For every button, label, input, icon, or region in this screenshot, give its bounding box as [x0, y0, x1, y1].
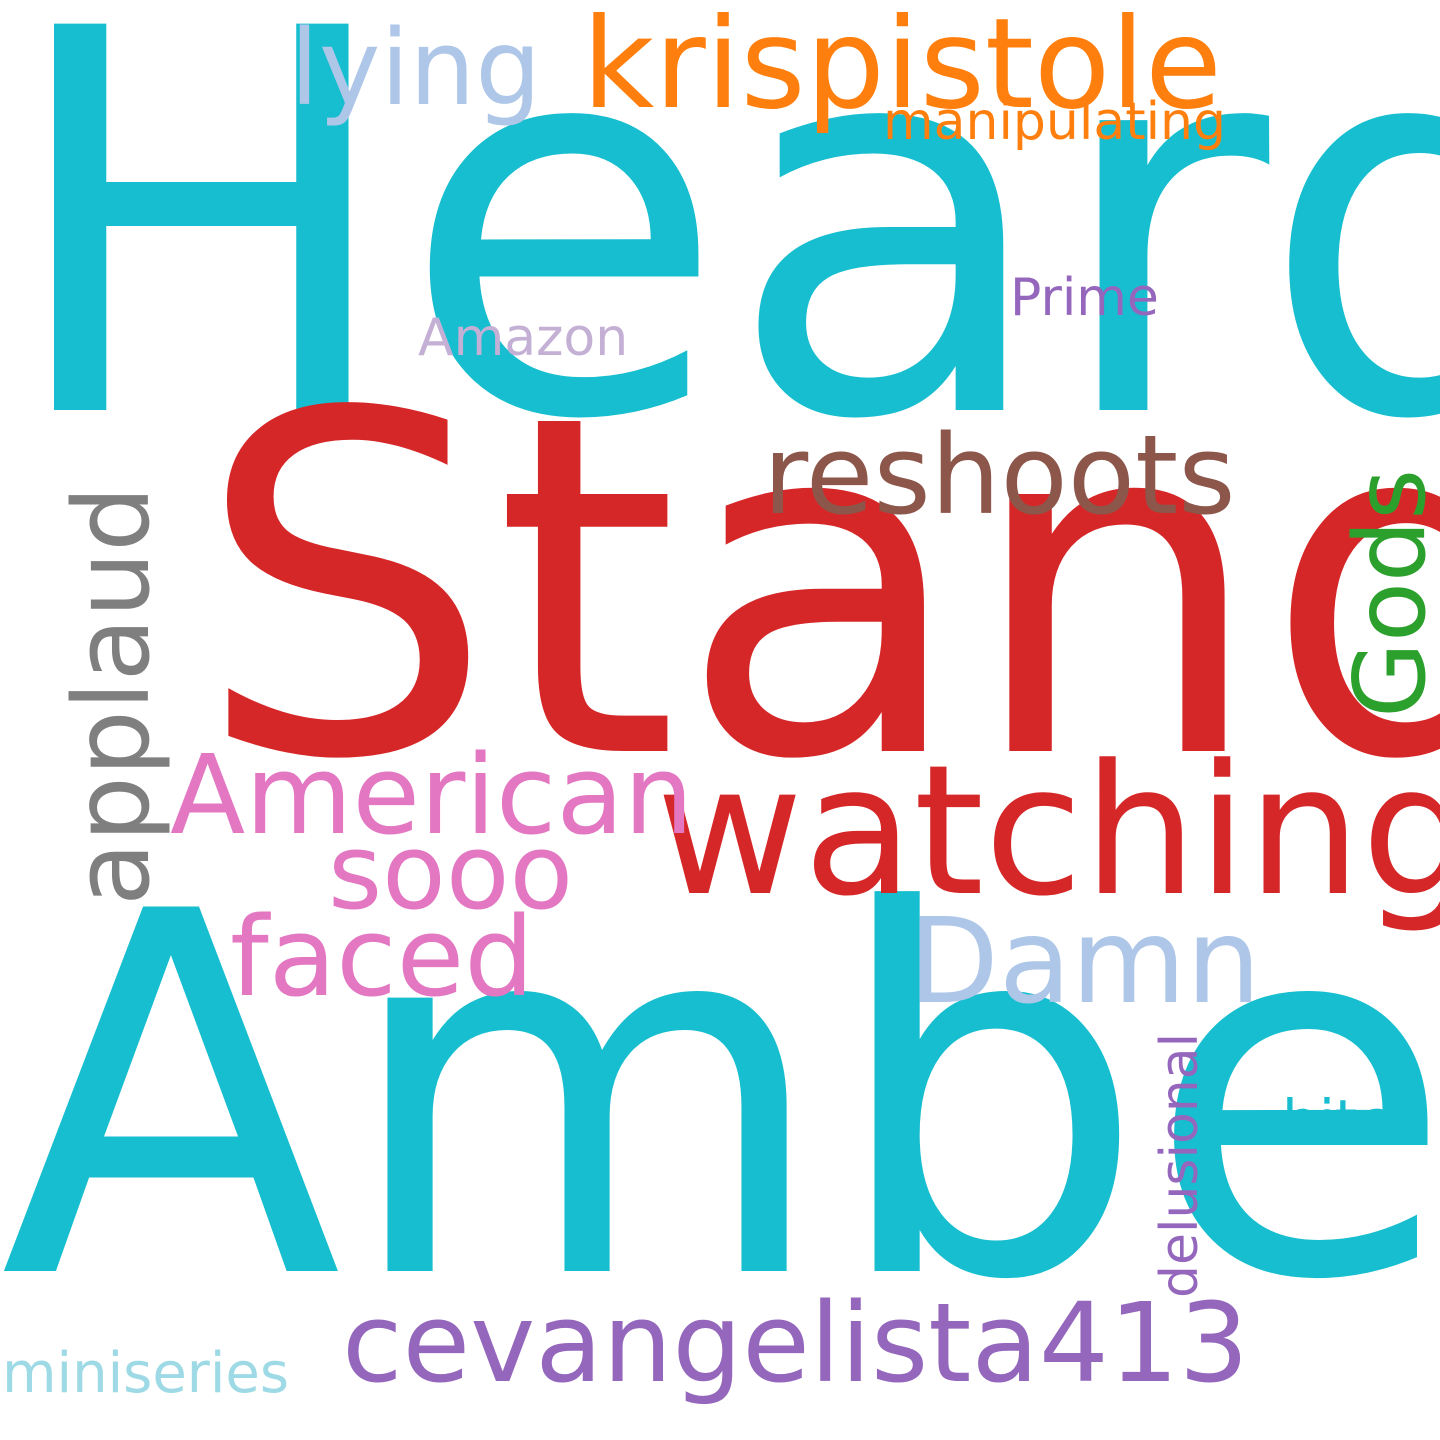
word-delusional: delusional: [1150, 1032, 1210, 1298]
word-reshoots: reshoots: [763, 411, 1236, 539]
word-prime: Prime: [1010, 268, 1159, 328]
word-gods: Gods: [1334, 468, 1440, 718]
word-krispistole: krispistole: [582, 0, 1222, 137]
word-manipulating: manipulating: [883, 92, 1227, 152]
word-faced: faced: [230, 893, 535, 1021]
word-watching: watching: [656, 727, 1440, 936]
word-bitch: bitch: [1282, 1087, 1427, 1155]
word-stand: Stand: [196, 315, 1440, 862]
word-miniseries: miniseries: [2, 1341, 289, 1406]
word-damn: Damn: [908, 892, 1261, 1030]
word-sooo: sooo: [328, 811, 574, 933]
word-american: American: [170, 731, 694, 859]
word-amazon: Amazon: [418, 308, 629, 368]
word-lying: lying: [290, 7, 542, 129]
word-heard: Heard: [2, 0, 1440, 535]
word-amber: Amber: [0, 807, 1440, 1389]
word-applaud: applaud: [51, 485, 173, 906]
word-cevangelista413: cevangelista413: [342, 1279, 1249, 1407]
